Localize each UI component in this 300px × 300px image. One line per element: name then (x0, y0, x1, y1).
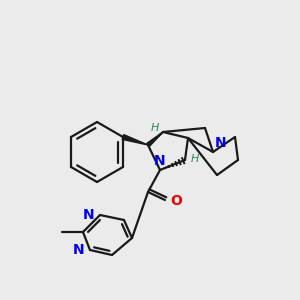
Text: N: N (82, 208, 94, 222)
Polygon shape (122, 135, 148, 145)
Text: H: H (191, 154, 199, 164)
Polygon shape (147, 132, 163, 146)
Text: N: N (154, 154, 166, 168)
Text: N: N (72, 243, 84, 257)
Text: N: N (215, 136, 226, 150)
Text: H: H (151, 123, 159, 133)
Text: O: O (170, 194, 182, 208)
